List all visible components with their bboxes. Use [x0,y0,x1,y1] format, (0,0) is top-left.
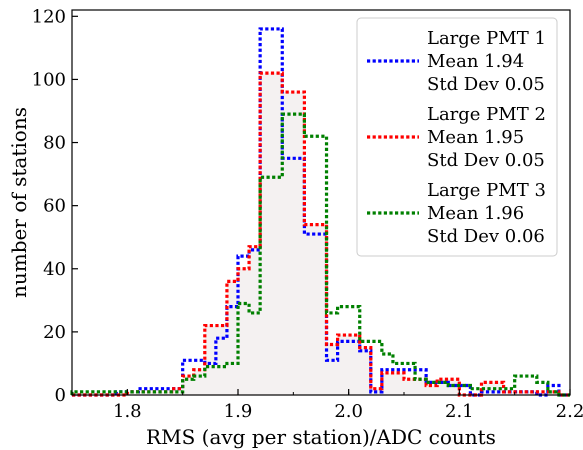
y-tick-label: 60 [43,196,66,217]
legend-box [356,17,558,257]
legend-label: Mean 1.96 [427,203,524,224]
y-tick-label: 20 [43,322,66,343]
x-tick-label: 1.8 [113,401,142,422]
x-tick-label: 2.0 [334,401,363,422]
plot-frame [71,9,571,396]
y-axis-title: number of stations [7,107,31,298]
legend-label: Large PMT 2 [427,104,546,125]
series-line-2 [72,71,570,397]
legend-label: Mean 1.94 [427,51,524,72]
x-tick-label: 1.9 [224,401,253,422]
x-tick-label: 2.1 [445,401,474,422]
y-tick-label: 100 [32,69,66,90]
legend-label: Std Dev 0.05 [427,74,545,95]
legend-label: Mean 1.95 [427,127,524,148]
y-tick-label: 40 [43,259,66,280]
x-axis-title: RMS (avg per station)/ADC counts [146,425,496,449]
legend-label: Std Dev 0.06 [427,226,545,247]
y-tick-label: 80 [43,133,66,154]
legend-label: Large PMT 1 [427,28,546,49]
plot-area [70,27,570,397]
series-fill-2 [72,73,570,396]
y-tick-label: 0 [55,385,66,406]
axes: 1.8 1.9 2.0 2.1 2.2 0 20 40 60 80 100 120 [32,6,583,422]
series-line-3 [70,112,570,397]
legend-label: Large PMT 3 [427,180,546,201]
x-tick-label: 2.2 [556,401,583,422]
legend-label: Std Dev 0.05 [427,150,545,171]
y-tick-label: 120 [32,6,66,27]
